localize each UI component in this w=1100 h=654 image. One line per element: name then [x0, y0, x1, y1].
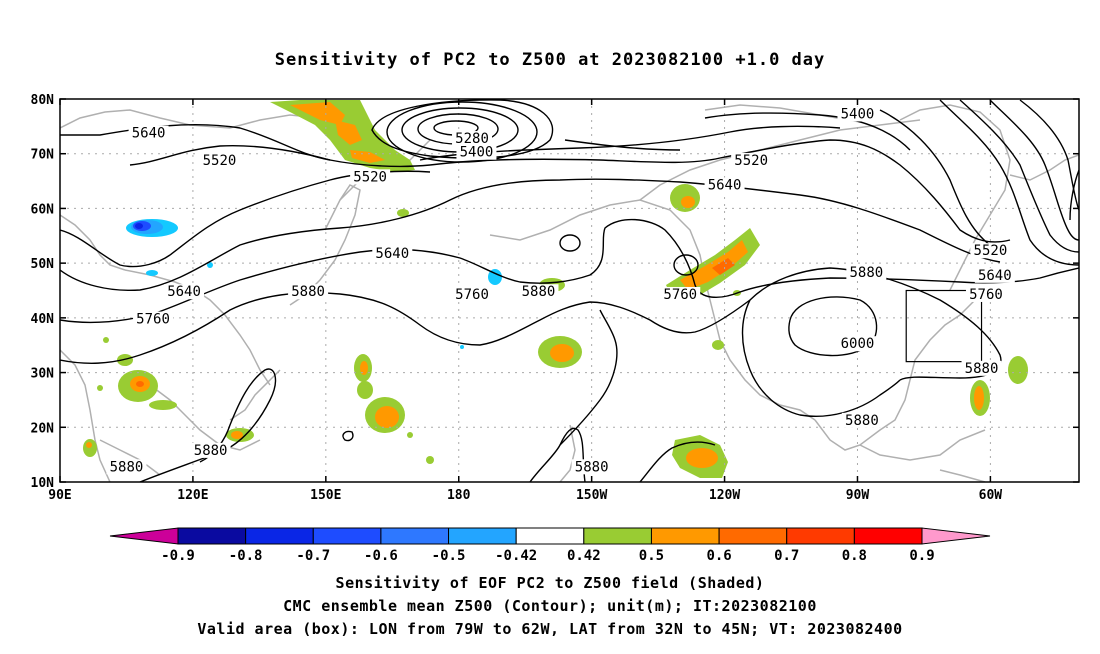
lat-label: 70N	[31, 148, 55, 163]
contour-label-bg	[518, 284, 559, 300]
lat-label: 10N	[31, 476, 55, 491]
contour-label: 5880	[965, 361, 999, 377]
contour-label: 5880	[845, 413, 879, 429]
z500-contours	[60, 99, 1079, 482]
contour-label-bg	[106, 459, 147, 475]
contour-label-bg	[974, 267, 1015, 283]
lon-label: 120E	[177, 488, 208, 503]
caption-line-3: Valid area (box): LON from 79W to 62W, L…	[197, 620, 903, 638]
lat-label: 80N	[31, 93, 55, 108]
contour-label-bg	[731, 152, 772, 168]
lat-label: 20N	[31, 421, 55, 436]
contour-label: 5520	[203, 153, 237, 169]
contour-label-bg	[372, 245, 413, 261]
contour-label-bg	[350, 169, 391, 185]
contour-label: 5640	[167, 284, 201, 300]
contour-label: 5880	[194, 443, 228, 459]
lon-label: 90W	[846, 488, 870, 503]
map-frame	[59, 98, 1080, 483]
contour-label: 5760	[969, 287, 1003, 303]
contour-label: 6000	[841, 336, 875, 352]
contour-label-bg	[456, 144, 497, 160]
lon-label: 90E	[48, 488, 71, 503]
contour-label-bg	[837, 106, 878, 122]
contour-label: 5760	[136, 312, 170, 328]
contour-label-bg	[452, 286, 493, 302]
contour-label: 5640	[132, 126, 166, 142]
contour-label: 5400	[460, 145, 494, 161]
contour-label: 5880	[110, 459, 144, 475]
contour-label-bg	[837, 336, 878, 352]
contour-label-bg	[704, 177, 745, 193]
lon-label: 150W	[576, 488, 607, 503]
latitude-labels: 80N 70N 60N 50N 40N 30N 20N 10N	[31, 93, 55, 491]
chart-title: Sensitivity of PC2 to Z500 at 2023082100…	[274, 50, 826, 70]
contour-label-bg	[128, 125, 169, 141]
contour-label: 5400	[841, 106, 875, 122]
contour-label-bg	[660, 286, 701, 302]
caption-line-1: Sensitivity of EOF PC2 to Z500 field (Sh…	[335, 574, 765, 592]
lat-label: 40N	[31, 312, 55, 327]
contour-label: 5520	[974, 243, 1008, 259]
lat-label: 60N	[31, 202, 55, 217]
contour-label: 5880	[849, 265, 883, 281]
contour-label: 5520	[734, 153, 768, 169]
contour-labels: 5640552052805400552054005520564056405640…	[106, 106, 1015, 475]
contour-label-bg	[288, 284, 329, 300]
contour-label: 5640	[978, 268, 1012, 284]
contour-label: 5280	[455, 131, 489, 147]
contour-label-bg	[164, 284, 205, 300]
lat-label: 50N	[31, 257, 55, 272]
caption-line-2: CMC ensemble mean Z500 (Contour); unit(m…	[283, 597, 817, 615]
sensitivity-shading	[83, 100, 1028, 478]
contour-label-bg	[970, 243, 1011, 259]
contour-label: 5880	[575, 459, 609, 475]
axis-ticks	[59, 98, 1079, 483]
lon-label: 180	[447, 488, 471, 503]
contour-label: 5880	[522, 284, 556, 300]
contour-label: 5880	[291, 284, 325, 300]
contour-label-bg	[841, 412, 882, 428]
contour-label: 5760	[663, 287, 697, 303]
contour-label: 5640	[708, 178, 742, 194]
lon-label: 150E	[310, 488, 341, 503]
contour-label-bg	[452, 131, 493, 147]
contour-label: 5640	[375, 246, 409, 262]
lat-label: 30N	[31, 367, 55, 382]
contour-label-bg	[199, 152, 240, 168]
contour-label: 5520	[353, 169, 387, 185]
lon-label: 120W	[709, 488, 740, 503]
contour-label-bg	[965, 286, 1006, 302]
contour-label-bg	[190, 442, 231, 458]
contour-label-bg	[846, 265, 887, 281]
contour-label-bg	[133, 311, 174, 327]
longitude-labels: 90E 120E 150E 180 150W 120W 90W 60W	[48, 488, 1002, 503]
contour-label-bg	[961, 360, 1002, 376]
contour-label-bg	[571, 459, 612, 475]
contour-label: 5760	[455, 287, 489, 303]
valid-area-box	[905, 289, 983, 363]
lon-label: 60W	[979, 488, 1003, 503]
